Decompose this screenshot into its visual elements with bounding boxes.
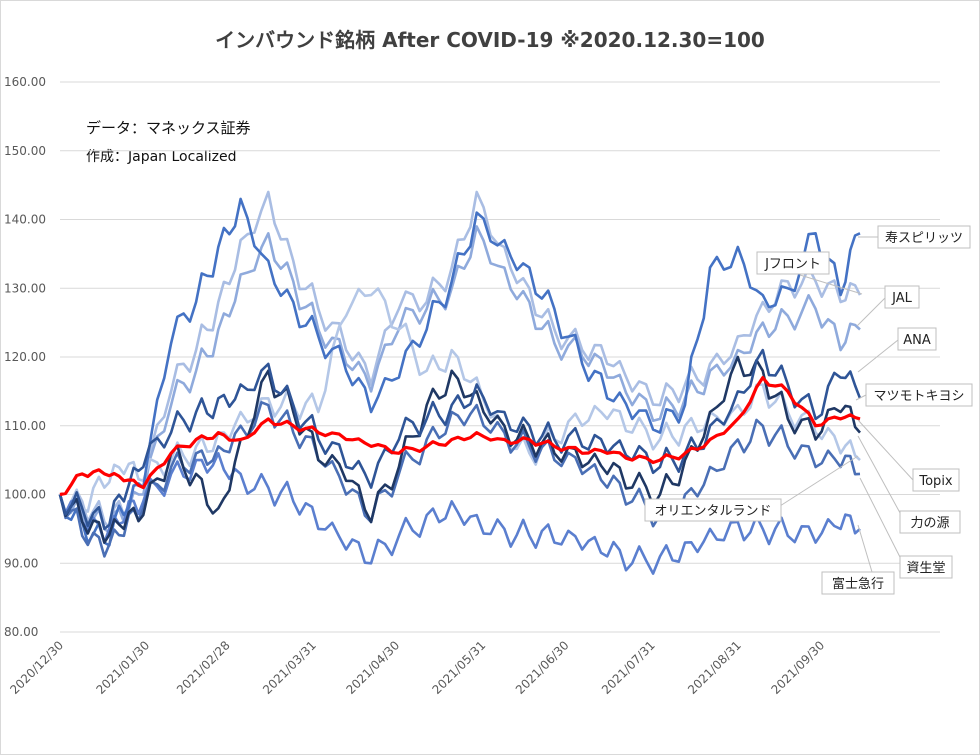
x-tick-label: 2021/02/28	[174, 638, 233, 697]
callout-label: JAL	[891, 291, 912, 306]
series-line-8	[58, 452, 861, 575]
series-line-2	[58, 225, 861, 534]
x-axis: 2020/12/30 2021/01/30 2021/02/28 2021/03/31…	[7, 638, 827, 697]
series-line-1	[58, 190, 862, 530]
legend-callouts: 寿スピリッツ Jフロント JAL ANA マツモトキヨシ Topix オリエンタルランド力の…	[644, 225, 973, 595]
x-tick-label: 2021/05/31	[430, 638, 489, 697]
y-tick-label: 100.00	[4, 488, 46, 502]
y-tick-label: 120.00	[4, 350, 46, 364]
y-tick-label: 80.00	[4, 625, 38, 639]
callout-leader	[779, 455, 859, 507]
series-line-6	[58, 355, 861, 544]
callout-box	[899, 510, 961, 534]
callout-label: 力の源	[910, 516, 949, 531]
callout-box	[899, 555, 953, 579]
series-lines	[58, 190, 862, 575]
chart-title: インバウンド銘柄 After COVID-19 ※2020.12.30=100	[215, 28, 765, 52]
x-tick-label: 2021/07/31	[599, 638, 658, 697]
callout-label: Topix	[918, 474, 953, 489]
y-tick-label: 150.00	[4, 144, 46, 158]
x-tick-label: 2021/09/30	[768, 638, 827, 697]
series-line-3	[58, 348, 862, 531]
callout-box	[897, 327, 937, 351]
x-tick-label: 2021/03/31	[260, 638, 319, 697]
callout-label: オリエンタルランド	[654, 504, 771, 519]
callout-leader	[799, 274, 863, 295]
x-tick-label: 2020/12/30	[7, 638, 66, 697]
callout-box	[644, 498, 782, 522]
callout-box	[821, 571, 895, 595]
callout-label: Jフロント	[764, 257, 821, 272]
callout-box	[756, 251, 830, 275]
y-tick-label: 140.00	[4, 213, 46, 227]
callout-label: マツモトキヨシ	[873, 389, 964, 404]
callout-label: 寿スピリッツ	[885, 231, 963, 246]
y-tick-label: 160.00	[4, 75, 46, 89]
x-tick-label: 2021/08/31	[685, 638, 744, 697]
series-line-4	[59, 376, 861, 497]
callout-box	[865, 383, 973, 407]
y-tick-label: 110.00	[4, 419, 46, 433]
callout-leader	[857, 339, 899, 373]
y-axis: 80.00 90.00 100.00 110.00 120.00 130.00 140.00…	[4, 75, 46, 639]
author-note: 作成：Japan Localized	[86, 149, 237, 165]
gridlines	[60, 81, 940, 633]
callout-box	[877, 225, 971, 249]
y-tick-label: 130.00	[4, 281, 46, 295]
series-line-0	[58, 197, 861, 547]
callout-leader	[857, 419, 914, 481]
x-tick-label: 2021/01/30	[93, 638, 152, 697]
callout-leader	[859, 477, 906, 568]
x-tick-label: 2021/04/30	[343, 638, 402, 697]
callout-label: ANA	[903, 333, 931, 348]
callout-leader	[857, 435, 906, 523]
callout-box	[912, 468, 960, 492]
callout-label: 富士急行	[832, 576, 884, 592]
callout-box	[884, 285, 920, 309]
callout-label: 資生堂	[906, 561, 945, 576]
data-source-note: データ：マネックス証券	[86, 119, 251, 137]
callout-leader	[855, 394, 867, 401]
x-tick-label: 2021/06/30	[513, 638, 572, 697]
callout-leader	[856, 297, 886, 327]
y-tick-label: 90.00	[4, 556, 38, 570]
